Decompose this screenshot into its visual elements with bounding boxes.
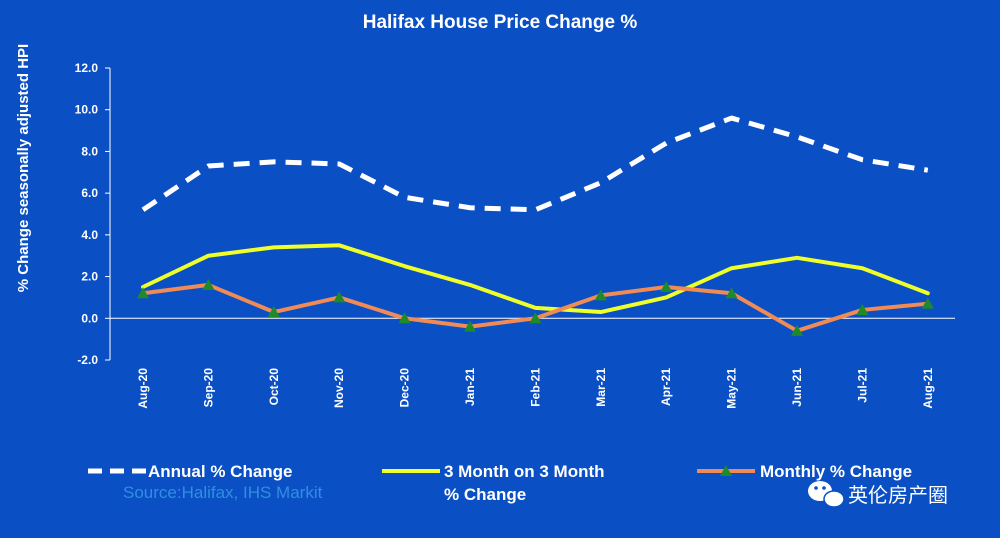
x-tick-labels: Aug-20 Sep-20 Oct-20 Nov-20 Dec-20 Jan-21 Feb-…: [136, 368, 935, 409]
wechat-icon: [808, 481, 845, 508]
legend-label-annual: Annual % Change: [148, 462, 293, 481]
legend-label-monthly: Monthly % Change: [760, 462, 912, 481]
legend-label-3m: 3 Month on 3 Month % Change: [444, 462, 609, 504]
data-point-marker: [267, 306, 280, 318]
x-tick-label: Apr-21: [659, 368, 673, 406]
y-tick-labels: -2.0 0.0 2.0 4.0 6.0 8.0 10.0 12.0: [75, 61, 99, 367]
data-point-marker: [725, 287, 738, 299]
legend: Annual % Change 3 Month on 3 Month % Cha…: [88, 462, 912, 504]
source-note: Source:Halifax, IHS Markit: [123, 483, 323, 502]
x-tick-label: Sep-20: [201, 368, 215, 408]
y-tick-label: 8.0: [81, 144, 98, 158]
x-tick-label: Jun-21: [790, 368, 804, 407]
x-tick-label: Aug-20: [136, 368, 150, 409]
x-tick-label: Jan-21: [463, 368, 477, 406]
data-point-marker: [856, 303, 869, 315]
legend-label-3m-line2: % Change: [444, 485, 526, 504]
y-tick-label: 2.0: [81, 270, 98, 284]
axes: [105, 67, 955, 361]
legend-marker-monthly: [720, 465, 732, 476]
watermark-text: 英伦房产圈: [848, 483, 948, 507]
x-tick-label: Aug-21: [921, 368, 935, 409]
data-point-marker: [398, 312, 411, 324]
x-tick-label: Nov-20: [332, 368, 346, 408]
y-tick-label: -2.0: [77, 353, 98, 367]
series-line-1: [141, 243, 930, 315]
series-lines: [137, 115, 934, 336]
data-point-marker: [464, 320, 476, 332]
x-tick-label: Feb-21: [528, 368, 542, 407]
data-point-marker: [791, 324, 803, 336]
y-axis-label: % Change seasonally adjusted HPI: [15, 44, 32, 292]
chart-title: Halifax House Price Change %: [363, 12, 638, 33]
x-tick-label: Jul-21: [855, 368, 869, 403]
data-point-marker: [594, 289, 607, 301]
x-tick-label: Oct-20: [267, 368, 281, 406]
series-line-0: [141, 115, 929, 213]
y-tick-label: 4.0: [81, 228, 98, 242]
data-point-marker: [333, 291, 346, 303]
data-point-marker: [921, 297, 934, 309]
y-tick-label: 10.0: [75, 103, 99, 117]
data-point-marker: [137, 287, 149, 299]
data-point-marker: [202, 278, 215, 290]
y-tick-label: 12.0: [75, 61, 99, 75]
x-tick-label: Dec-20: [398, 368, 412, 408]
legend-label-3m-line1: 3 Month on 3 Month: [444, 462, 605, 481]
x-tick-label: Mar-21: [594, 368, 608, 407]
y-tick-label: 6.0: [81, 186, 98, 200]
x-tick-label: May-21: [725, 368, 739, 409]
y-tick-label: 0.0: [81, 311, 98, 325]
data-point-marker: [660, 281, 673, 292]
data-point-marker: [529, 312, 542, 324]
